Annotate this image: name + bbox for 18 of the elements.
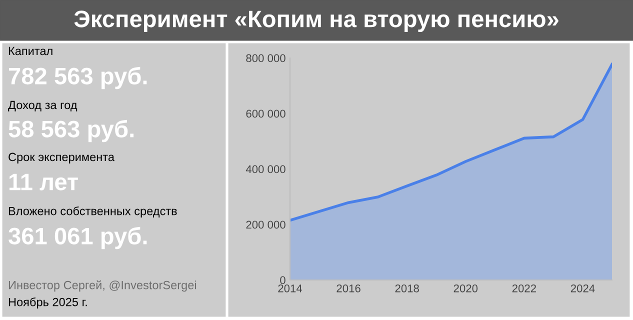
x-tick-label: 2014 bbox=[278, 284, 302, 292]
text: Инвестор Сергей, @InvestorSergei bbox=[8, 280, 196, 292]
text: Вложено собственных средств bbox=[8, 206, 177, 218]
y-tick-label: 600 000 bbox=[246, 110, 286, 118]
x-tick-label: 2022 bbox=[512, 284, 536, 292]
y-tick-label: 800 000 bbox=[246, 54, 286, 62]
chart-title: Эксперимент «Копим на вторую пенсию» bbox=[74, 10, 558, 32]
x-tick-label: 2020 bbox=[454, 284, 478, 292]
text: Доход за год bbox=[8, 100, 78, 112]
x-tick-label: 2024 bbox=[570, 284, 595, 292]
y-tick-label: 0 bbox=[280, 276, 286, 284]
y-tick-label: 200 000 bbox=[246, 220, 286, 229]
text: Срок эксперимента bbox=[8, 152, 114, 164]
x-tick-label: 2018 bbox=[395, 284, 419, 292]
text: Ноябрь 2025 г. bbox=[8, 297, 87, 309]
text: Капитал bbox=[8, 46, 52, 56]
y-tick-label: 400 000 bbox=[246, 165, 286, 174]
x-tick-label: 2016 bbox=[336, 284, 360, 292]
